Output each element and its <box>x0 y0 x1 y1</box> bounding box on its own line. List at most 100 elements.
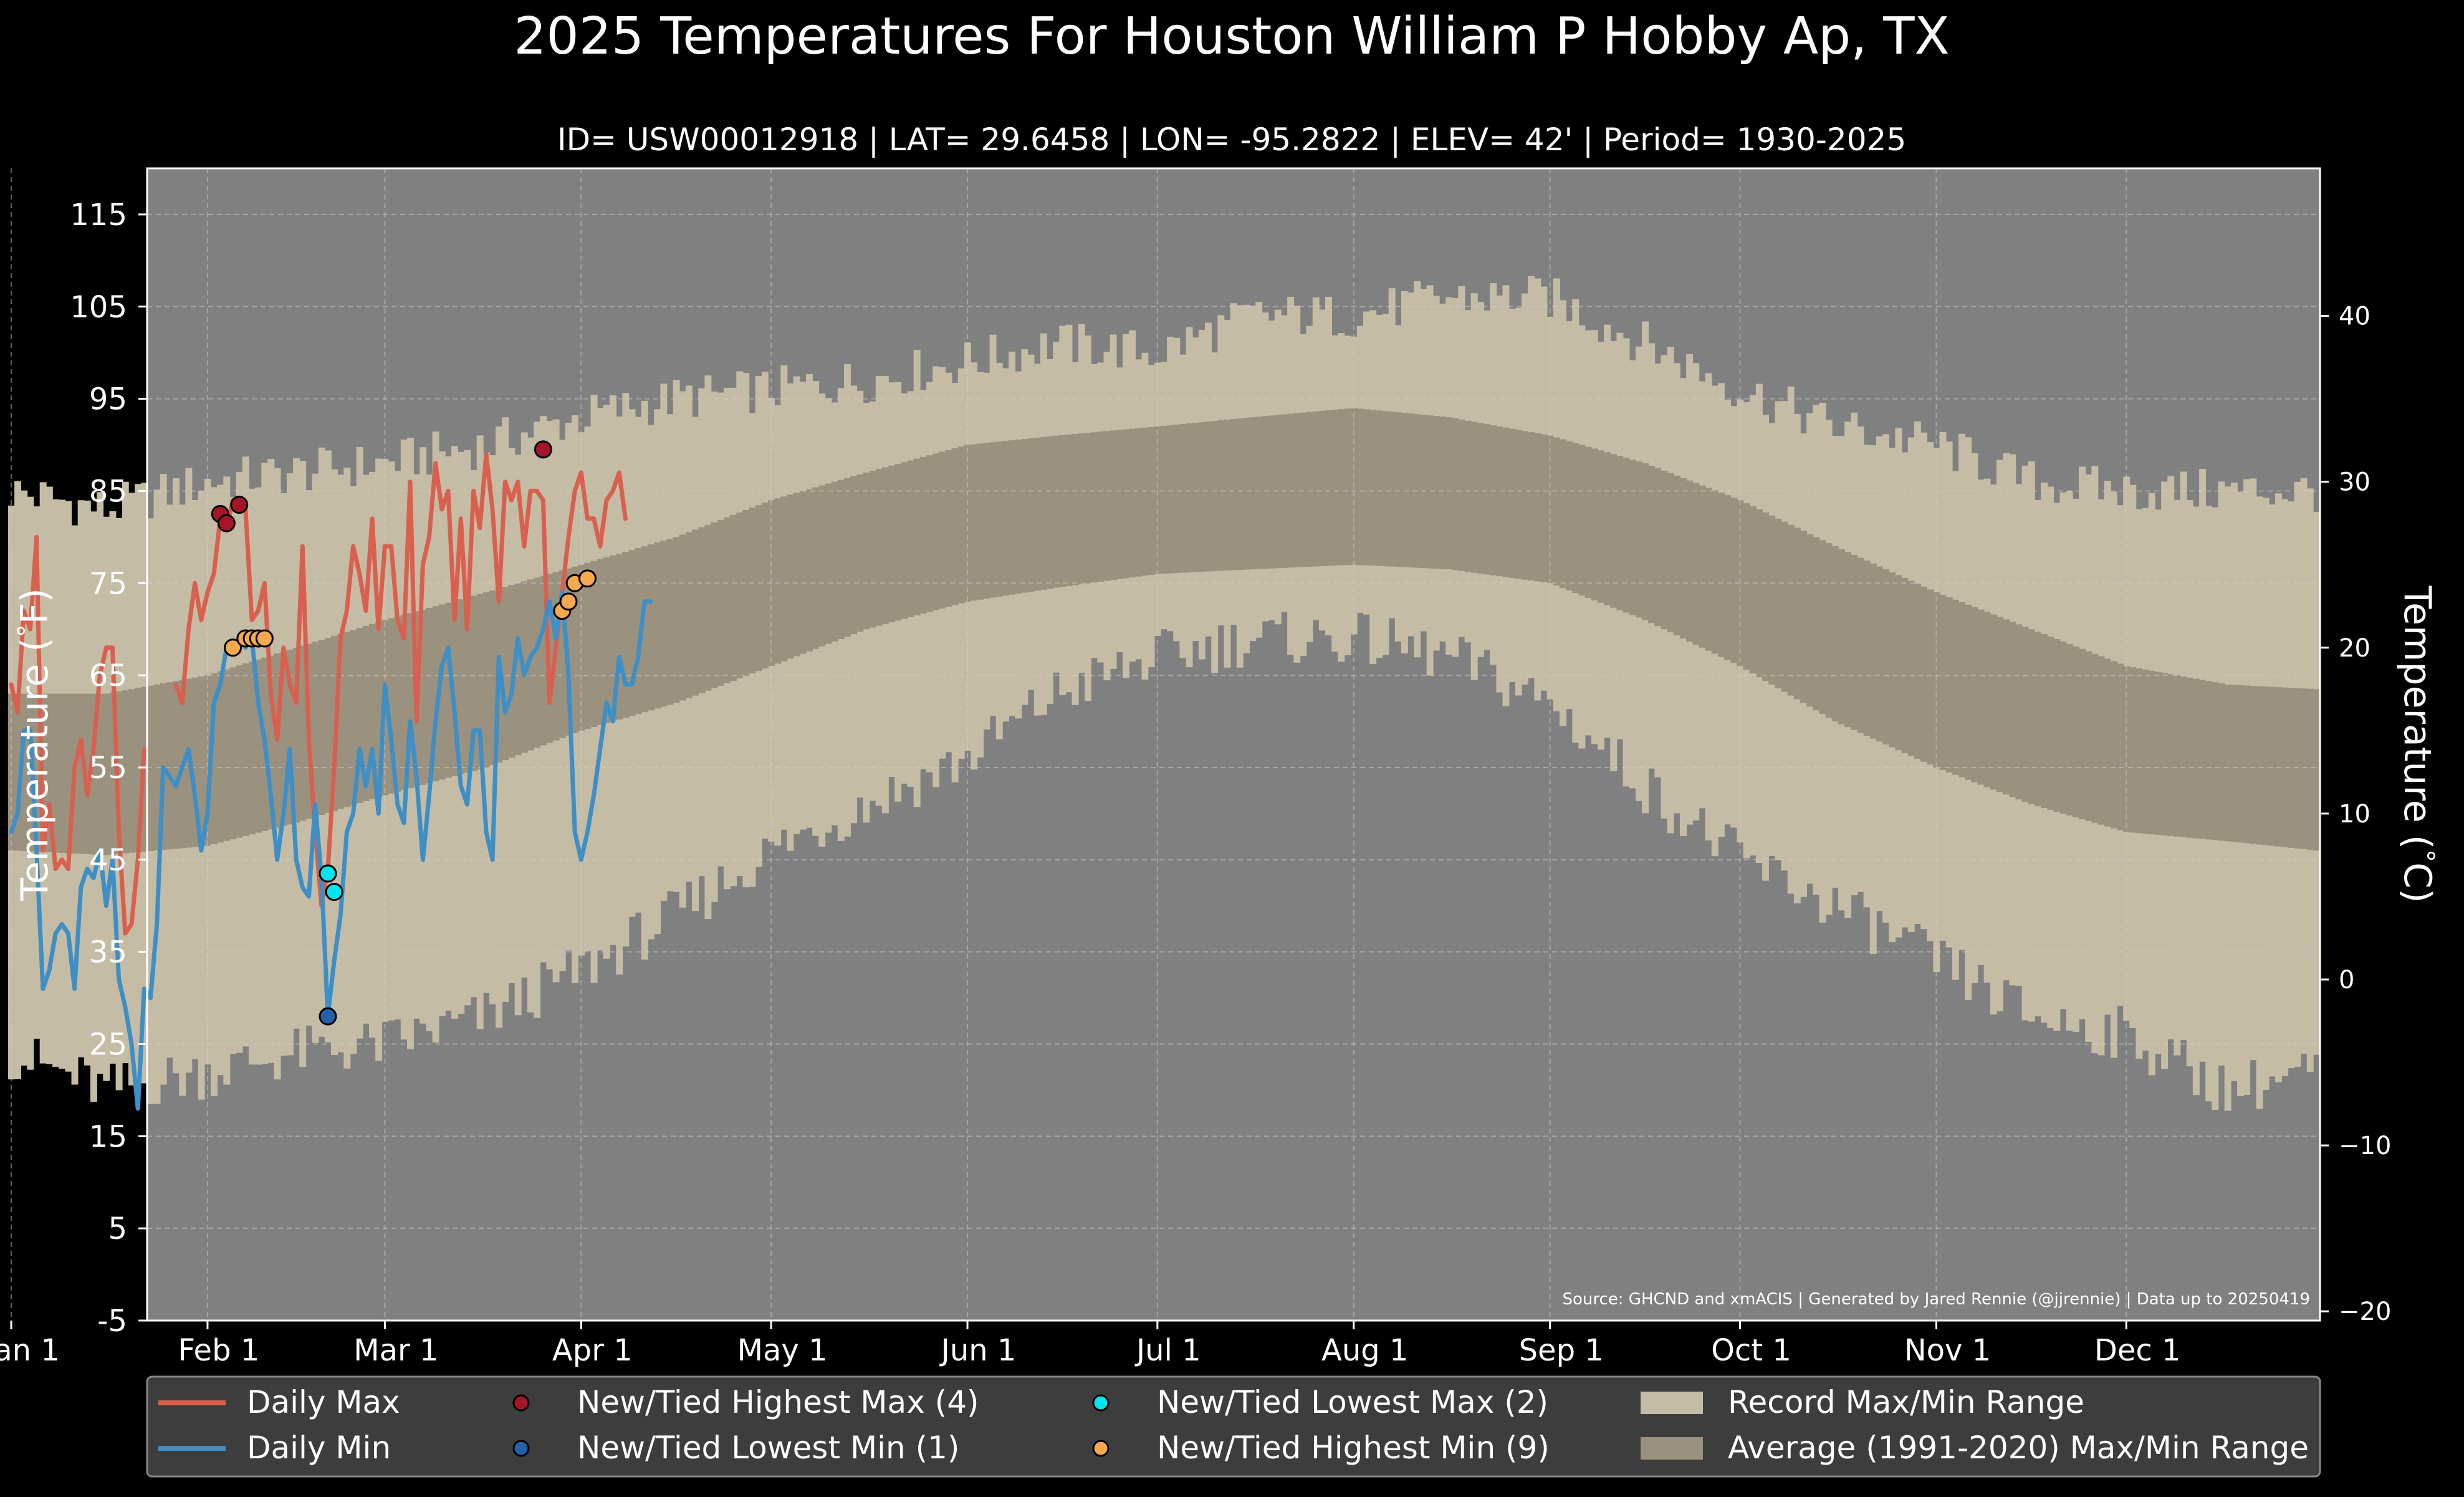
normal-range-bar <box>1401 413 1408 567</box>
normal-range-bar <box>173 681 180 849</box>
normal-range-bar <box>1882 569 1890 744</box>
normal-range-bar <box>1952 599 1959 775</box>
normal-range-bar <box>2243 685 2251 844</box>
normal-range-bar <box>1965 604 1972 780</box>
normal-range-bar <box>787 494 794 659</box>
normal-range-bar <box>616 553 623 720</box>
normal-range-bar <box>881 467 889 624</box>
normal-range-bar <box>1553 437 1560 586</box>
y-tick-label-fahrenheit: 95 <box>89 382 127 417</box>
normal-range-bar <box>2205 681 2213 840</box>
normal-range-bar <box>1851 555 1858 730</box>
normal-range-bar <box>2180 676 2187 837</box>
normal-range-bar <box>1135 428 1143 577</box>
normal-range-bar <box>458 599 465 775</box>
legend-label-lowest-min: New/Tied Lowest Min (1) <box>577 1430 959 1466</box>
y-tick-label-fahrenheit: 55 <box>89 751 127 786</box>
y-tick-label-fahrenheit: -5 <box>97 1304 127 1339</box>
normal-range-bar <box>217 671 224 843</box>
normal-range-bar <box>2268 686 2276 846</box>
normal-range-bar <box>2110 661 2117 829</box>
normal-range-bar <box>1534 433 1541 582</box>
normal-range-bar <box>1160 425 1167 574</box>
normal-range-bar <box>2072 646 2079 817</box>
normal-range-bar <box>1825 543 1833 718</box>
normal-range-bar <box>1167 425 1174 574</box>
x-tick-label: May 1 <box>737 1333 828 1368</box>
normal-range-bar <box>717 519 724 686</box>
normal-range-bar <box>489 590 496 766</box>
normal-range-bar <box>135 688 142 852</box>
normal-range-bar <box>1344 408 1351 566</box>
normal-range-bar <box>1318 411 1326 567</box>
normal-range-bar <box>280 652 287 826</box>
normal-range-bar <box>46 693 53 852</box>
normal-range-bar <box>7 693 15 851</box>
y-tick-label-celsius: 10 <box>2339 800 2371 829</box>
normal-range-bar <box>1262 416 1269 569</box>
normal-range-bar <box>2085 651 2092 821</box>
normal-range-bar <box>1484 424 1491 575</box>
highest-min-point <box>224 638 242 657</box>
normal-range-bar <box>65 693 72 854</box>
normal-range-bar <box>1312 411 1320 567</box>
legend-label-record-range: Record Max/Min Range <box>1728 1384 2084 1420</box>
normal-range-bar <box>964 445 971 602</box>
highest-max-point <box>230 496 249 514</box>
normal-range-bar <box>1445 417 1453 570</box>
normal-range-bar <box>502 587 509 761</box>
normal-range-bar <box>2129 667 2137 833</box>
normal-range-bar <box>2186 677 2193 838</box>
x-tick-label: Sep 1 <box>1519 1333 1604 1368</box>
normal-range-bar <box>312 642 319 817</box>
normal-range-bar <box>1085 433 1091 584</box>
normal-range-bar <box>875 469 883 626</box>
y-tick-label-fahrenheit: 15 <box>89 1119 127 1154</box>
normal-range-bar <box>1958 602 1965 777</box>
normal-range-bar <box>1186 423 1193 573</box>
normal-range-bar <box>2079 648 2086 819</box>
normal-range-bar <box>470 595 477 771</box>
y-tick-label-fahrenheit: 5 <box>108 1211 127 1246</box>
normal-range-bar <box>1338 409 1345 566</box>
normal-range-bar <box>1781 521 1788 692</box>
normal-range-bar <box>1604 452 1611 605</box>
normal-range-bar <box>1705 488 1712 651</box>
normal-range-bar <box>400 615 408 790</box>
y-axis-label-fahrenheit: Temperature (°F) <box>12 588 57 901</box>
normal-range-bar <box>869 471 876 628</box>
x-tick-label: Aug 1 <box>1321 1333 1409 1368</box>
normal-range-bar <box>1047 436 1054 589</box>
normal-range-bar <box>1927 589 1934 765</box>
y-tick-label-celsius: −20 <box>2339 1297 2391 1326</box>
normal-range-bar <box>508 585 515 758</box>
normal-range-bar <box>1173 424 1181 574</box>
normal-range-bar <box>1717 493 1725 657</box>
normal-range-bar <box>704 524 712 691</box>
normal-range-bar <box>926 455 933 612</box>
normal-range-bar <box>1205 421 1212 572</box>
normal-range-bar <box>2034 632 2041 807</box>
legend-swatch-record-range <box>1641 1392 1703 1414</box>
normal-range-bar <box>1350 408 1358 565</box>
normal-range-bar <box>1009 440 1016 595</box>
normal-range-bar <box>1211 421 1219 572</box>
normal-range-bar <box>2167 674 2175 836</box>
normal-range-bar <box>837 479 845 639</box>
normal-range-bar <box>153 684 161 851</box>
normal-range-bar <box>1787 524 1795 696</box>
legend: Daily Max Daily Min New/Tied Highest Max… <box>146 1375 2321 1478</box>
normal-range-bar <box>2212 682 2219 840</box>
normal-range-bar <box>1528 432 1535 581</box>
chart-subtitle: ID= USW00012918 | LAT= 29.6458 | LON= -9… <box>557 122 1906 158</box>
normal-range-bar <box>2047 637 2054 810</box>
normal-range-bar <box>1356 408 1364 566</box>
normal-range-bar <box>1300 412 1307 567</box>
normal-range-bar <box>1578 445 1586 595</box>
normal-range-bar <box>1914 584 1921 759</box>
normal-range-bar <box>2097 656 2105 825</box>
lowest-max-point <box>319 864 337 883</box>
normal-range-bar <box>1490 425 1497 575</box>
normal-range-bar <box>166 682 173 850</box>
normal-range-bar <box>1686 480 1694 642</box>
